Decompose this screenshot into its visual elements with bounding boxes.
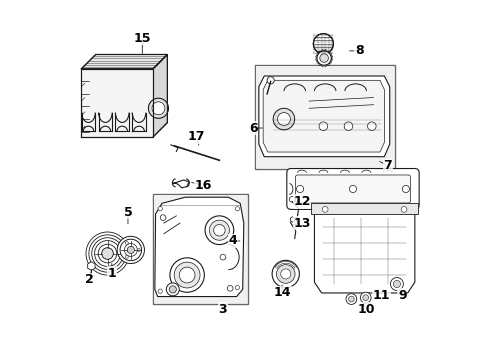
Circle shape: [344, 122, 352, 131]
Bar: [153, 194, 247, 304]
Bar: [310, 203, 418, 214]
Text: 17: 17: [187, 130, 204, 144]
Circle shape: [296, 185, 303, 193]
Circle shape: [137, 248, 140, 251]
Text: 6: 6: [249, 122, 257, 135]
Circle shape: [220, 254, 225, 260]
Circle shape: [367, 122, 375, 131]
Circle shape: [169, 258, 204, 292]
Bar: [255, 65, 394, 169]
Circle shape: [348, 296, 353, 302]
Text: 2: 2: [85, 273, 94, 286]
Circle shape: [313, 34, 333, 54]
Circle shape: [271, 260, 299, 288]
Text: 7: 7: [383, 159, 391, 172]
Circle shape: [169, 286, 176, 293]
Circle shape: [125, 242, 128, 244]
Text: 10: 10: [357, 303, 374, 316]
Circle shape: [148, 98, 168, 118]
Polygon shape: [81, 69, 153, 137]
Circle shape: [316, 51, 330, 65]
FancyBboxPatch shape: [295, 175, 410, 203]
Bar: [256, 66, 393, 168]
Circle shape: [289, 197, 294, 202]
Text: 16: 16: [194, 179, 211, 192]
Circle shape: [273, 108, 294, 130]
Text: 3: 3: [218, 303, 227, 316]
Circle shape: [213, 225, 224, 236]
Text: 9: 9: [397, 289, 406, 302]
Text: 5: 5: [123, 206, 132, 219]
Circle shape: [349, 185, 356, 193]
Polygon shape: [81, 54, 167, 69]
Circle shape: [360, 292, 370, 303]
Circle shape: [227, 285, 233, 291]
Circle shape: [158, 207, 162, 211]
Circle shape: [158, 289, 162, 293]
Circle shape: [319, 122, 327, 131]
Polygon shape: [87, 262, 95, 270]
Text: 1: 1: [107, 267, 116, 280]
Text: 11: 11: [372, 289, 389, 302]
Text: 4: 4: [228, 234, 237, 247]
Circle shape: [400, 207, 406, 212]
Circle shape: [392, 280, 400, 288]
Circle shape: [160, 215, 165, 221]
Polygon shape: [263, 80, 384, 152]
Circle shape: [319, 54, 328, 62]
Circle shape: [280, 269, 290, 279]
Text: 12: 12: [292, 195, 310, 208]
Circle shape: [322, 207, 327, 212]
Circle shape: [235, 285, 239, 290]
Circle shape: [124, 243, 137, 256]
Circle shape: [120, 239, 142, 261]
Circle shape: [235, 207, 239, 211]
Circle shape: [346, 294, 356, 305]
Circle shape: [277, 113, 290, 126]
Text: 15: 15: [133, 32, 151, 45]
Circle shape: [127, 246, 134, 253]
Circle shape: [362, 295, 368, 301]
Circle shape: [152, 102, 164, 115]
Polygon shape: [314, 205, 414, 293]
Circle shape: [174, 262, 200, 288]
Circle shape: [166, 283, 179, 296]
Polygon shape: [155, 197, 244, 297]
Circle shape: [102, 248, 113, 259]
Circle shape: [266, 77, 274, 84]
Text: 13: 13: [293, 216, 310, 230]
Text: 14: 14: [273, 287, 290, 300]
Circle shape: [117, 236, 144, 264]
Circle shape: [209, 220, 229, 240]
Circle shape: [204, 216, 233, 244]
Circle shape: [276, 265, 294, 283]
Text: 8: 8: [354, 44, 363, 57]
Polygon shape: [153, 54, 167, 137]
FancyBboxPatch shape: [286, 168, 418, 210]
Circle shape: [389, 278, 403, 291]
Circle shape: [402, 185, 408, 193]
Circle shape: [125, 255, 128, 258]
Bar: [153, 195, 247, 303]
Polygon shape: [258, 76, 389, 157]
Circle shape: [179, 267, 195, 283]
